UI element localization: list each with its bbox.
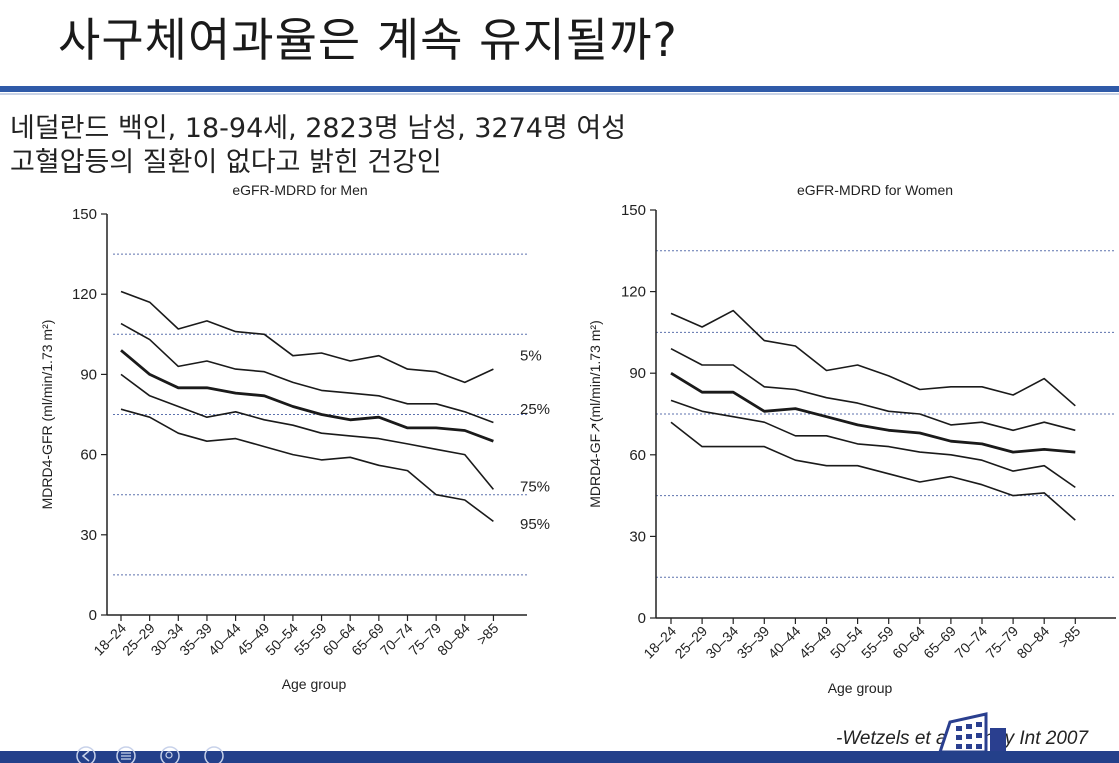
title-divider (0, 86, 1119, 92)
women-ytick-label-150: 150 (621, 202, 646, 219)
women-ytick-label-120: 120 (621, 284, 646, 301)
prev-slide-icon[interactable] (76, 746, 96, 763)
hospital-logo (937, 712, 1006, 754)
men-xtick-label-13: >85 (473, 620, 501, 648)
women-xtick-label-12: 80–84 (1013, 623, 1052, 662)
men-xtick-label-12: 80–84 (434, 620, 473, 659)
men-ytick-label-60: 60 (80, 447, 97, 464)
women-xtick-label-6: 50–54 (827, 623, 866, 662)
title-divider-shadow (0, 93, 1119, 95)
men-ytick-label-30: 30 (80, 527, 97, 544)
men-x-axis-label: Age group (282, 676, 347, 692)
women-xtick-label-10: 70–74 (951, 623, 990, 662)
men-series-p10 (120, 322, 494, 424)
men-ytick-label-150: 150 (72, 206, 97, 223)
women-series-median (670, 372, 1076, 454)
chart-men: eGFR-MDRD for Men030609012015018–2425–29… (39, 182, 550, 692)
women-xtick-label-8: 60–64 (889, 623, 928, 662)
bottom-bar (0, 751, 1119, 763)
men-percentile-label-0: 5% (520, 348, 542, 365)
search-icon[interactable] (160, 746, 180, 763)
women-xtick-label-13: >85 (1055, 623, 1083, 651)
options-icon[interactable] (204, 746, 224, 763)
subtitle-line-2: 고혈압등의 질환이 없다고 밝힌 건강인 (10, 147, 442, 178)
men-ytick-label-120: 120 (72, 286, 97, 303)
men-series-median (120, 349, 494, 443)
men-percentile-label-2: 75% (520, 479, 550, 496)
men-series-p90 (120, 373, 495, 490)
chart-women: eGFR-MDRD for Women 0 30 60 90 120 150 18–2425–… (587, 182, 1116, 696)
women-xtick-label-3: 35–39 (734, 623, 773, 662)
men-ytick-label-0: 0 (89, 607, 97, 624)
women-y-axis-label: MDRD4-GF↗(ml/min/1.73 m²) (587, 320, 603, 508)
men-y-axis-label: MDRD4-GFR (ml/min/1.73 m²) (39, 320, 55, 510)
women-xtick-label-0: 18–24 (640, 623, 679, 662)
women-ytick-label-30: 30 (629, 528, 646, 545)
women-ytick-label-0: 0 (638, 610, 646, 627)
women-ytick-label-90: 90 (629, 365, 646, 382)
subtitle-line-1: 네덜란드 백인, 18-94세, 2823명 남성, 3274명 여성 (10, 113, 627, 144)
men-series-p2.5 (120, 290, 494, 384)
women-series-p2.5 (670, 309, 1076, 407)
women-xtick-label-5: 45–49 (796, 623, 835, 662)
women-xtick-label-11: 75–79 (982, 623, 1021, 662)
women-series-p97.5 (670, 421, 1076, 521)
women-chart-title: eGFR-MDRD for Women (797, 182, 953, 198)
women-x-axis-label: Age group (828, 680, 893, 696)
women-xtick-label-4: 40–44 (765, 623, 804, 662)
slide-nav-controls (76, 746, 224, 763)
women-xtick-label-7: 55–59 (858, 623, 897, 662)
women-xtick-label-1: 25–29 (671, 623, 710, 662)
menu-icon[interactable] (116, 746, 136, 763)
women-series-p10 (670, 347, 1076, 432)
men-percentile-label-3: 95% (520, 516, 550, 533)
men-ytick-label-90: 90 (80, 366, 97, 383)
men-chart-title: eGFR-MDRD for Men (232, 182, 367, 198)
men-percentile-label-1: 25% (520, 401, 550, 418)
women-ytick-label-60: 60 (629, 447, 646, 464)
women-xtick-label-9: 65–69 (920, 623, 959, 662)
women-xtick-label-2: 30–34 (702, 623, 741, 662)
slide-title: 사구체여과율은 계속 유지될까? (58, 13, 678, 67)
men-series-p97.5 (120, 408, 494, 523)
women-series-p90 (670, 399, 1076, 489)
